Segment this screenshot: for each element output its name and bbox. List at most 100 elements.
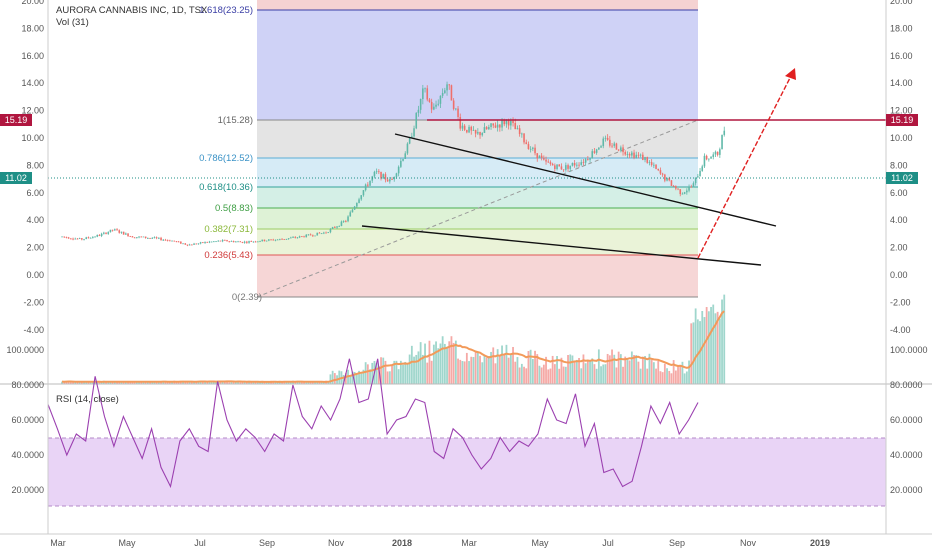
rsi-right-tick: 100.0000 bbox=[890, 345, 928, 355]
candle-body bbox=[448, 84, 451, 86]
right-axis-tick: 12.00 bbox=[890, 106, 913, 116]
candle-body bbox=[296, 237, 299, 239]
volume-bar bbox=[360, 373, 363, 384]
volume-bar bbox=[289, 381, 292, 384]
candle-body bbox=[63, 236, 66, 238]
volume-bar bbox=[560, 357, 563, 384]
volume-bar bbox=[547, 369, 550, 384]
candle-body bbox=[138, 236, 140, 238]
right-axis-tick: 2.00 bbox=[890, 243, 908, 253]
volume-bar bbox=[234, 382, 237, 384]
candle-body bbox=[151, 238, 154, 239]
candle-body bbox=[391, 179, 393, 181]
left-axis-tick: 6.00 bbox=[26, 188, 44, 198]
volume-bar bbox=[364, 362, 367, 384]
candle-body bbox=[558, 164, 561, 167]
candle-body bbox=[661, 173, 664, 175]
volume-bar bbox=[602, 364, 605, 384]
candle-body bbox=[144, 236, 147, 239]
candle-body bbox=[279, 238, 281, 240]
time-axis-label: Jul bbox=[602, 538, 614, 548]
left-axis-tick: 10.00 bbox=[21, 133, 44, 143]
volume-bar bbox=[721, 299, 723, 384]
candle-body bbox=[551, 163, 554, 166]
volume-bar bbox=[586, 361, 589, 384]
volume-bar bbox=[100, 382, 103, 384]
candle-body bbox=[188, 244, 191, 246]
volume-bar bbox=[204, 382, 206, 384]
volume-bar bbox=[613, 354, 616, 384]
candle-body bbox=[114, 229, 116, 231]
volume-bar bbox=[144, 382, 147, 384]
candle-body bbox=[694, 177, 697, 184]
volume-bar bbox=[215, 381, 217, 384]
candle-body bbox=[400, 160, 402, 167]
candle-body bbox=[340, 221, 343, 226]
rsi-left-tick: 60.0000 bbox=[11, 415, 44, 425]
candle-body bbox=[664, 174, 666, 181]
candle-body bbox=[637, 154, 640, 156]
chart-title: AURORA CANNABIS INC, 1D, TSX bbox=[56, 5, 208, 16]
candle-body bbox=[677, 188, 679, 190]
candle-body bbox=[611, 145, 613, 147]
candle-body bbox=[408, 137, 411, 144]
candle-body bbox=[468, 126, 470, 133]
candle-body bbox=[628, 154, 631, 156]
candle-body bbox=[620, 147, 622, 151]
candle-body bbox=[133, 237, 136, 239]
volume-bar bbox=[529, 349, 532, 384]
volume-bar bbox=[272, 381, 275, 384]
volume-bar bbox=[450, 336, 453, 384]
volume-bar bbox=[628, 360, 631, 384]
volume-bar bbox=[237, 381, 239, 384]
candle-body bbox=[85, 237, 88, 239]
candle-body bbox=[589, 158, 591, 160]
candle-body bbox=[382, 174, 385, 179]
volume-bar bbox=[679, 365, 682, 384]
rsi-right-tick: 60.0000 bbox=[890, 415, 923, 425]
candle-body bbox=[230, 241, 233, 242]
volume-bar bbox=[250, 382, 253, 384]
candle-body bbox=[331, 227, 334, 229]
fib-band-05 bbox=[257, 208, 698, 229]
right-axis-tick: 16.00 bbox=[890, 51, 913, 61]
candle-body bbox=[580, 162, 583, 165]
volume-bar bbox=[710, 307, 712, 384]
candle-body bbox=[474, 129, 477, 134]
volume-bar bbox=[518, 367, 521, 384]
candle-body bbox=[378, 171, 380, 173]
candle-body bbox=[358, 199, 360, 203]
candle-body bbox=[169, 240, 171, 242]
volume-bar bbox=[564, 366, 567, 384]
candle-body bbox=[246, 241, 248, 243]
candle-body bbox=[122, 231, 125, 235]
candle-body bbox=[708, 158, 710, 160]
candle-body bbox=[127, 233, 129, 237]
candle-body bbox=[160, 237, 162, 241]
candle-body bbox=[631, 152, 633, 156]
candle-body bbox=[565, 165, 567, 170]
candle-body bbox=[136, 237, 138, 238]
volume-bar bbox=[135, 381, 138, 384]
candle-body bbox=[545, 159, 547, 162]
volume-bar bbox=[307, 382, 310, 384]
candle-body bbox=[224, 239, 226, 241]
candle-body bbox=[613, 143, 616, 146]
candle-body bbox=[386, 179, 389, 182]
candle-body bbox=[149, 237, 151, 239]
volume-bar bbox=[219, 381, 222, 384]
candle-body bbox=[439, 95, 442, 104]
candle-body bbox=[450, 85, 453, 101]
candle-body bbox=[65, 236, 68, 238]
candle-body bbox=[182, 243, 184, 245]
volume-pane bbox=[61, 294, 726, 384]
volume-bar bbox=[69, 381, 72, 384]
candle-body bbox=[666, 178, 668, 181]
volume-bar bbox=[457, 358, 459, 384]
volume-bar bbox=[239, 382, 242, 384]
candle-body bbox=[549, 162, 552, 164]
volume-bar bbox=[175, 382, 178, 384]
volume-bar bbox=[611, 349, 613, 384]
fib-band-1618 bbox=[257, 10, 698, 120]
